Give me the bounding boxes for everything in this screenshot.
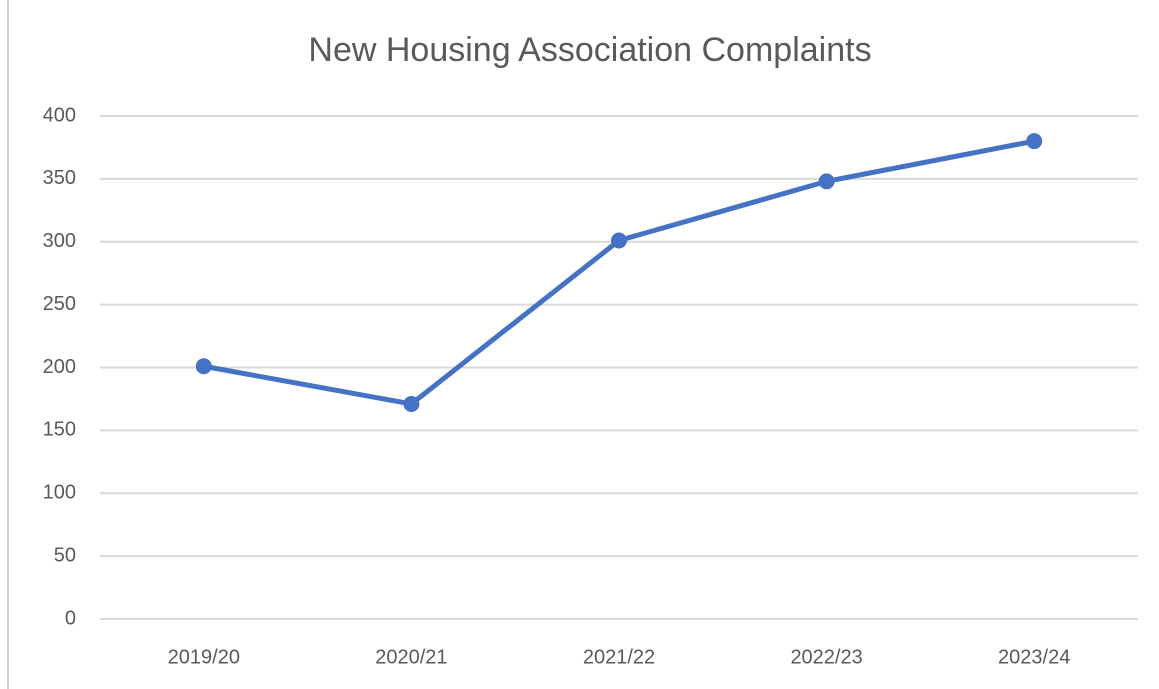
data-point [611,232,627,249]
y-tick-label: 250 [43,293,76,315]
x-tick-label: 2019/20 [168,646,240,668]
y-tick-label: 400 [43,104,76,126]
chart-title: New Housing Association Complaints [308,31,871,69]
y-tick-label: 150 [43,419,76,441]
x-tick-label: 2020/21 [375,646,447,668]
y-tick-label: 50 [54,544,76,566]
y-tick-label: 300 [43,230,76,252]
y-tick-label: 100 [43,482,76,504]
x-tick-label: 2023/24 [998,646,1070,668]
data-point [403,395,420,412]
data-point [818,173,835,190]
y-tick-label: 200 [43,356,76,378]
y-tick-label: 350 [43,167,76,189]
data-point [195,358,212,375]
x-tick-label: 2021/22 [583,646,655,668]
y-tick-label: 0 [65,607,76,629]
data-point [1026,133,1043,150]
x-tick-label: 2022/23 [790,646,862,668]
